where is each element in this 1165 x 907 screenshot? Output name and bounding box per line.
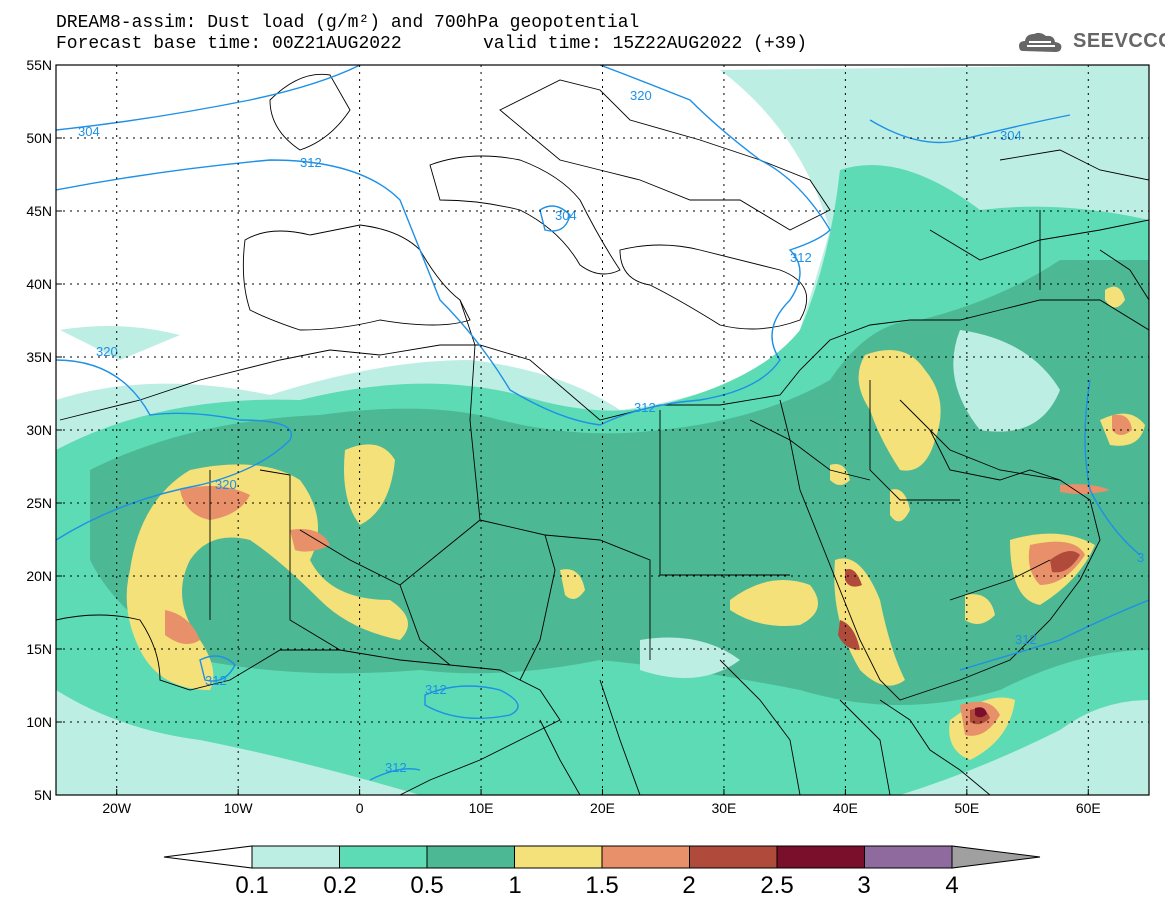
colorbar-label: 2 (682, 872, 696, 899)
latitude-label: 20N (26, 568, 52, 584)
longitude-label: 20W (102, 800, 132, 816)
contour-label: 312 (1015, 632, 1037, 647)
colorbar-segment (601, 845, 690, 869)
contour-label: 312 (385, 760, 407, 775)
colorbar-segment (514, 845, 603, 869)
dust-level-2.5 (975, 707, 987, 718)
colorbar-segment (426, 845, 515, 869)
colorbar-segment (251, 845, 340, 869)
latitude-label: 30N (26, 422, 52, 438)
colorbar-label: 0.2 (323, 872, 357, 899)
contour-label: 312 (634, 400, 656, 415)
longitude-label: 50E (954, 800, 979, 816)
dust-level-2 (1050, 551, 1080, 573)
latitude-label: 10N (26, 714, 52, 730)
longitude-label: 0 (356, 800, 364, 816)
geopotential-contours (56, 65, 1149, 781)
longitude-label: 40E (833, 800, 858, 816)
contour-label: 320 (630, 88, 652, 103)
colorbar-segment (689, 845, 778, 869)
contour-label: 312 (205, 673, 227, 688)
contour-labels: 304 312 320 304 312 312 320 320 312 312 … (78, 88, 1144, 775)
longitude-label: 60E (1076, 800, 1101, 816)
latitude-label: 25N (26, 495, 52, 511)
colorbar-label: 3 (857, 872, 871, 899)
dust-level-1 (126, 464, 409, 690)
logo-text: SEEVCCC (1073, 30, 1165, 52)
colorbar-segment (864, 845, 953, 869)
country-borders (56, 73, 1149, 795)
latitude-label: 45N (26, 203, 52, 219)
longitude-label: 30E (711, 800, 736, 816)
forecast-base-time: Forecast base time: 00Z21AUG2022 (56, 34, 402, 54)
longitude-label: 20E (590, 800, 615, 816)
colorbar-segment (951, 845, 1041, 869)
valid-time: valid time: 15Z22AUG2022 (+39) (483, 34, 808, 54)
latitude-label: 5N (34, 787, 52, 803)
colorbar-label: 2.5 (760, 872, 794, 899)
colorbar-label: 4 (945, 872, 959, 899)
colorbar-label: 1 (508, 872, 522, 899)
latitude-label: 35N (26, 349, 52, 365)
latitude-label: 55N (26, 57, 52, 73)
contour-label: 312 (425, 682, 447, 697)
latitude-label: 50N (26, 130, 52, 146)
colorbar-label: 1.5 (585, 872, 619, 899)
contour-label: 320 (96, 344, 118, 359)
contour-label: 3 (1137, 550, 1144, 565)
colorbar-label: 0.1 (235, 872, 269, 899)
latitude-label: 15N (26, 641, 52, 657)
colorbar-segment (163, 845, 253, 869)
contour-label: 312 (300, 155, 322, 170)
colorbar-segment (339, 845, 428, 869)
contour-label: 312 (790, 250, 812, 265)
colorbar-segment (776, 845, 865, 869)
dust-level-1.5 (180, 486, 250, 520)
colorbar (163, 845, 1041, 869)
latitude-label: 40N (26, 276, 52, 292)
contour-label: 304 (78, 124, 100, 139)
contour-label: 304 (555, 208, 577, 223)
map-title: DREAM8-assim: Dust load (g/m²) and 700hP… (56, 13, 640, 33)
colorbar-label: 0.5 (410, 872, 444, 899)
cloud-logo-icon (1019, 32, 1062, 52)
longitude-label: 10E (469, 800, 494, 816)
contour-label: 304 (1000, 128, 1022, 143)
longitude-label: 10W (224, 800, 254, 816)
contour-label: 320 (215, 477, 237, 492)
